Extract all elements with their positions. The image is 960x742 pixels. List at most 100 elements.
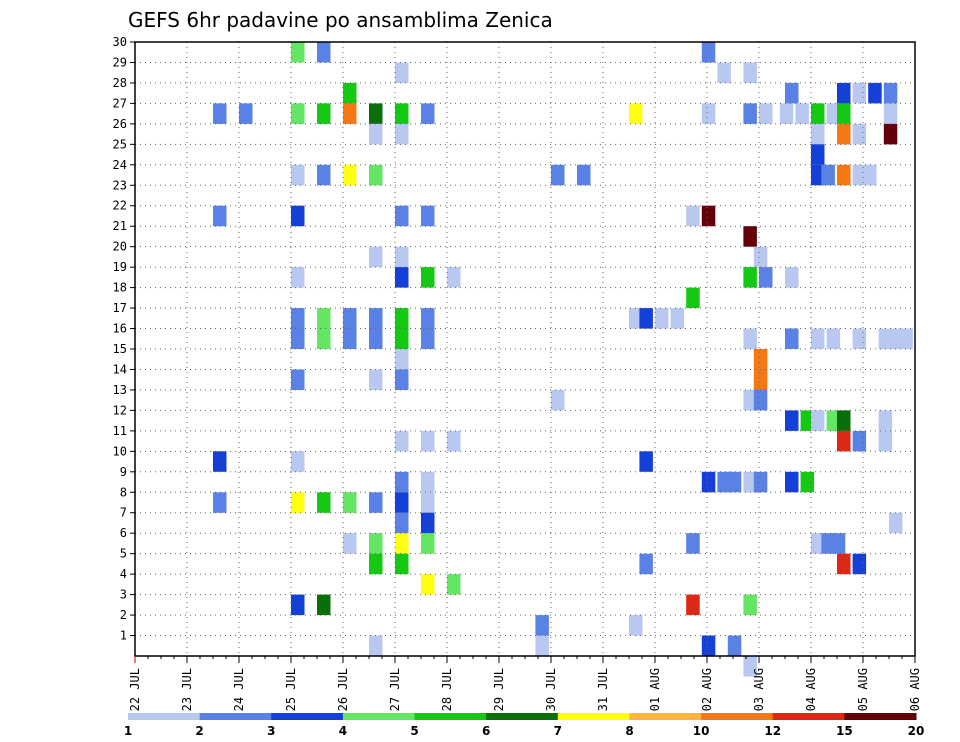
x-tick-label: 28 JUL [440, 668, 454, 711]
y-tick-label: 25 [113, 137, 127, 151]
heatmap-cell [343, 533, 357, 554]
x-tick-label: 29 JUL [492, 668, 506, 711]
heatmap-cell [629, 615, 643, 636]
chart-title: GEFS 6hr padavine po ansamblima Zenica [128, 8, 553, 32]
y-tick-label: 2 [120, 608, 127, 622]
heatmap-cell [826, 103, 841, 124]
colorbar-label: 15 [836, 724, 853, 738]
heatmap-cell [743, 62, 757, 83]
heatmap-cell [369, 328, 383, 349]
heatmap-cell [421, 267, 435, 288]
heatmap-cell [717, 471, 731, 493]
heatmap-cell [779, 103, 794, 124]
heatmap-cell [889, 328, 903, 349]
heatmap-cell [811, 328, 825, 349]
heatmap-cell [421, 574, 435, 595]
colorbar-label: 3 [267, 724, 275, 738]
x-tick-label: 22 JUL [128, 668, 142, 711]
heatmap-cell [395, 62, 409, 83]
colorbar-swatch [557, 713, 630, 720]
heatmap-cell [889, 512, 903, 534]
colorbar-label: 10 [693, 724, 710, 738]
heatmap-cell [837, 430, 851, 452]
heatmap-cell [291, 267, 305, 288]
heatmap-cell [852, 82, 867, 104]
x-tick-label: 03 AUG [752, 668, 766, 711]
heatmap-cell [343, 164, 357, 186]
heatmap-cell [369, 533, 383, 554]
heatmap-cell [369, 492, 383, 513]
y-tick-label: 18 [113, 281, 127, 295]
heatmap-cell [686, 205, 700, 227]
heatmap-cell [727, 471, 742, 493]
heatmap-cell [863, 164, 877, 186]
heatmap-cell [317, 594, 331, 616]
heatmap-cell [395, 246, 409, 268]
y-tick-label: 11 [113, 424, 127, 438]
heatmap-cell [369, 103, 383, 124]
heatmap-cell [369, 246, 383, 268]
heatmap-cell [421, 430, 435, 452]
y-tick-label: 27 [113, 96, 127, 110]
heatmap-cell [811, 164, 825, 186]
heatmap-cell [852, 430, 867, 452]
y-tick-label: 1 [120, 629, 127, 643]
heatmap-cell [369, 308, 383, 329]
heatmap-cell [369, 164, 383, 186]
x-tick-label: 01 AUG [648, 668, 662, 711]
heatmap-cell [369, 553, 383, 575]
heatmap-cell [291, 42, 305, 63]
x-axis: 22 JUL 23 JUL 24 JUL 25 JUL 26 JUL 27 JUL 28 J… [128, 656, 922, 711]
heatmap-cell [795, 103, 809, 124]
heatmap-cell [821, 164, 835, 186]
heatmap-cell [759, 103, 773, 124]
heatmap-cell [317, 328, 331, 349]
heatmap-cell [785, 410, 799, 431]
heatmap-cell [395, 471, 409, 493]
y-tick-label: 7 [120, 506, 127, 520]
heatmap-cell [743, 328, 757, 349]
heatmap-cell [899, 328, 913, 349]
heatmap-cell [785, 328, 799, 349]
heatmap-cell [343, 82, 357, 104]
y-tick-label: 22 [113, 199, 127, 213]
heatmap-cell [213, 103, 227, 124]
heatmap-cell [852, 123, 867, 145]
colorbar-label: 12 [764, 724, 781, 738]
heatmap-cell [837, 103, 851, 124]
heatmap-cell [701, 205, 716, 227]
colorbar-label: 1 [124, 724, 132, 738]
heatmap-cell [343, 328, 357, 349]
x-tick-label: 23 JUL [180, 668, 194, 711]
heatmap-cell [291, 492, 305, 513]
heatmap-cell [369, 635, 383, 656]
heatmap-cell [883, 82, 898, 104]
heatmap-cell [701, 471, 716, 493]
heatmap-cell [395, 349, 409, 370]
x-tick-label: 30 JUL [544, 668, 558, 711]
colorbar-label: 8 [625, 724, 633, 738]
heatmap-cell [395, 123, 409, 145]
heatmap-cell [800, 410, 815, 431]
heatmap-cell [701, 635, 716, 656]
heatmap-cell [868, 82, 882, 104]
heatmap-cell [395, 492, 409, 513]
heatmap-cell [343, 103, 357, 124]
heatmap-cell [701, 42, 716, 63]
heatmap-cell [421, 328, 435, 349]
heatmap-cell [395, 103, 409, 124]
heatmap-cell [753, 349, 768, 370]
heatmap-cell [535, 615, 549, 636]
y-tick-label: 4 [120, 567, 127, 581]
colorbar-label: 5 [410, 724, 418, 738]
y-tick-label: 19 [113, 260, 127, 274]
heatmap-cells [213, 42, 913, 677]
heatmap-cell [291, 103, 305, 124]
heatmap-cell [743, 656, 757, 677]
heatmap-cell [743, 103, 757, 124]
heatmap-cell [317, 103, 331, 124]
x-tick-label: 04 AUG [804, 668, 818, 711]
y-tick-label: 26 [113, 117, 127, 131]
colorbar-swatch [772, 713, 845, 720]
